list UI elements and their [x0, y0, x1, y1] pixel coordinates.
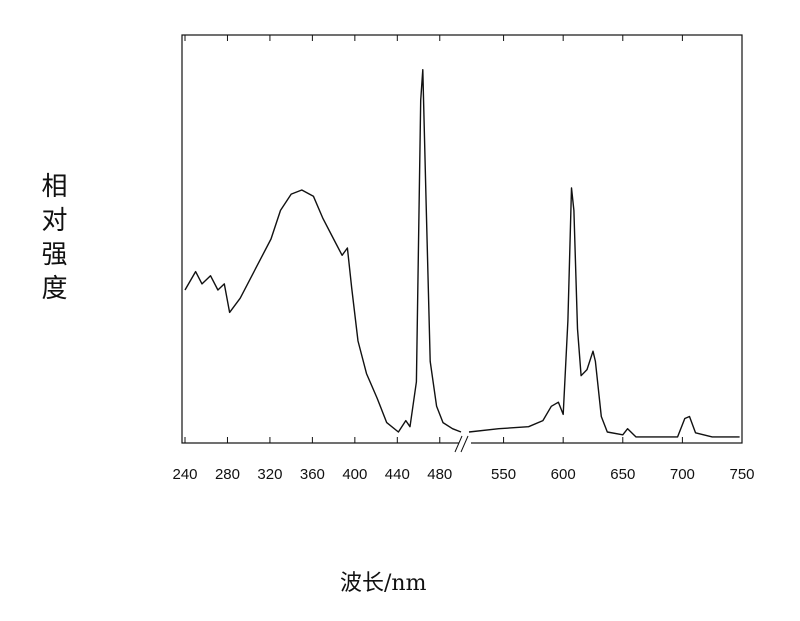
x-tick-label: 440 [385, 466, 410, 483]
x-tick-label: 360 [300, 466, 325, 483]
x-tick-label: 400 [342, 466, 367, 483]
x-tick-label: 280 [215, 466, 240, 483]
x-tick-label: 700 [670, 466, 695, 483]
x-tick-label: 240 [172, 466, 197, 483]
x-axis-label: 波长/nm [340, 571, 427, 596]
x-tick-label: 320 [257, 466, 282, 483]
x-tick-label: 650 [610, 466, 635, 483]
y-axis-label: 相对强度 [37, 172, 67, 308]
x-tick-label: 550 [491, 466, 516, 483]
axis-break-mark [460, 435, 469, 453]
spectrum-line [184, 69, 740, 438]
x-tick-label: 600 [551, 466, 576, 483]
x-tick-label: 750 [729, 466, 754, 483]
axis-break-mark [454, 435, 463, 453]
x-tick-label: 480 [427, 466, 452, 483]
plot-frame [181, 34, 743, 444]
